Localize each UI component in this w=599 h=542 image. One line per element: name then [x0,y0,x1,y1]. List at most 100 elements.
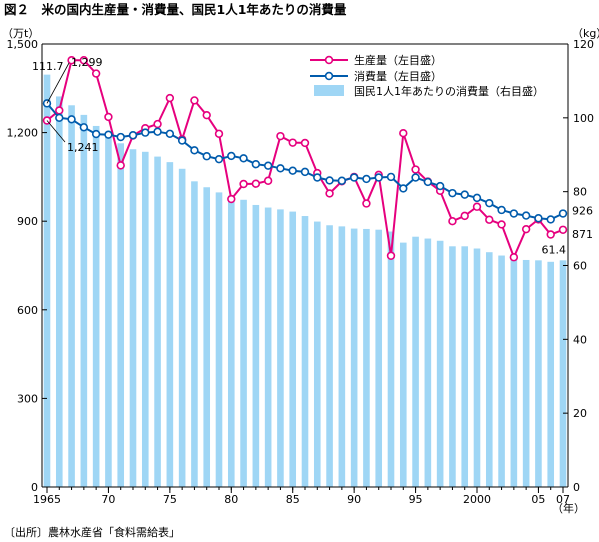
bar-1981 [240,199,247,487]
series-2-point-1974 [153,127,162,136]
series-2-point-1980 [227,151,236,161]
bar-2000 [473,248,481,487]
series-2-point-1978 [202,152,211,161]
bar-1994 [399,242,407,487]
series-1-point-2006 [546,230,555,239]
left-axis-unit: （万t） [2,27,39,40]
series-1-point-1995 [411,165,420,174]
left-tick-label: 600 [17,304,38,317]
bar-1995 [412,236,419,487]
bar-1973 [141,151,149,487]
series-2-point-1982 [251,160,261,169]
bar-1983 [264,207,272,487]
legend-marker-2 [324,71,334,81]
label-first-consumption: 1,299 [71,56,103,69]
series-1-point-1975 [165,93,175,103]
bar-1982 [252,204,260,487]
series-1-point-1998 [448,217,457,226]
series-2-point-1996 [423,177,433,187]
bar-1997 [436,240,444,487]
bar-1965 [43,74,51,487]
label-first-production: 1,241 [67,141,99,154]
series-2-point-2006 [546,215,555,224]
series-1-point-1994 [399,128,408,138]
x-tick-label: 70 [101,493,115,506]
bar-1992 [375,229,383,487]
series-1-point-2003 [509,253,519,262]
series-2-point-1994 [399,184,408,193]
series-2-point-1966 [55,113,64,123]
right-tick-label: 20 [573,407,587,420]
bar-1978 [203,187,211,487]
series-2-point-1970 [104,130,113,139]
label-last-production: 871 [572,228,593,241]
x-tick-label: 95 [409,493,423,506]
right-tick-label: 80 [573,186,587,199]
bar-2005 [535,260,542,487]
series-1-point-2004 [521,224,531,234]
bar-1972 [129,149,137,487]
series-1-point-1983 [263,176,273,185]
series-1-point-1986 [300,138,310,148]
right-tick-label: 40 [573,333,587,346]
series-2-point-1998 [448,188,457,198]
right-tick-label: 120 [573,38,594,51]
series-1-point-1969 [91,69,101,78]
series-2-point-1972 [128,131,138,140]
bar-1974 [154,156,161,488]
legend-label-1: 生産量（左目盛） [354,53,442,67]
label-last-consumption: 926 [572,205,593,218]
series-1-point-1984 [276,131,285,141]
bar-1969 [92,125,100,487]
series-2-point-2004 [521,211,531,220]
bar-1989 [338,226,346,487]
bar-1975 [166,162,174,487]
bar-1985 [289,211,297,487]
right-tick-label: 60 [573,260,587,273]
bar-1993 [387,231,395,487]
series-2-point-1990 [349,173,359,182]
leader-first-production [46,120,66,143]
bar-1987 [313,221,321,488]
bar-1990 [350,228,358,488]
x-tick-label: 05 [531,493,545,506]
series-2-point-1988 [325,176,334,185]
bar-2007 [559,260,567,487]
bar-1996 [424,238,432,487]
bar-1971 [117,143,125,487]
series-1-point-1974 [153,119,162,129]
series-1-point-1980 [227,194,236,204]
legend-label-2: 消費量（左目盛） [354,69,442,83]
series-1-point-1979 [214,129,224,138]
right-tick-label: 0 [573,481,580,494]
series-1-point-1988 [325,189,334,198]
series-1-point-1978 [202,110,211,120]
left-tick-label: 300 [17,392,38,405]
x-axis-unit: （年） [552,501,585,515]
series-2-point-1968 [79,123,89,132]
source-note: 〔出所〕農林水産省「食料需給表」 [4,525,180,539]
series-1-point-1968 [79,56,89,65]
right-axis-unit: （kg） [572,27,599,40]
bar-2002 [498,255,505,487]
series-2-point-2007 [558,209,568,218]
bar-1968 [80,114,88,487]
bar-1998 [449,246,456,487]
x-tick-label: 80 [224,493,238,506]
bar-1967 [68,105,75,487]
right-tick-label: 100 [573,112,594,125]
bar-2001 [485,252,493,487]
bar-1999 [461,246,469,487]
series-2-point-1986 [300,167,310,177]
series-1-point-1991 [362,199,371,208]
series-2-point-1979 [214,154,224,164]
leader-first-consumption [46,62,70,104]
series-2-point-1969 [91,129,101,139]
left-tick-label: 900 [17,215,38,228]
x-tick-label: 75 [163,493,177,506]
series-2-point-1971 [116,132,125,142]
left-tick-label: 1,200 [7,127,39,140]
bar-2003 [510,258,518,487]
series-2-point-1983 [263,161,273,170]
series-1-point-1981 [239,179,248,189]
